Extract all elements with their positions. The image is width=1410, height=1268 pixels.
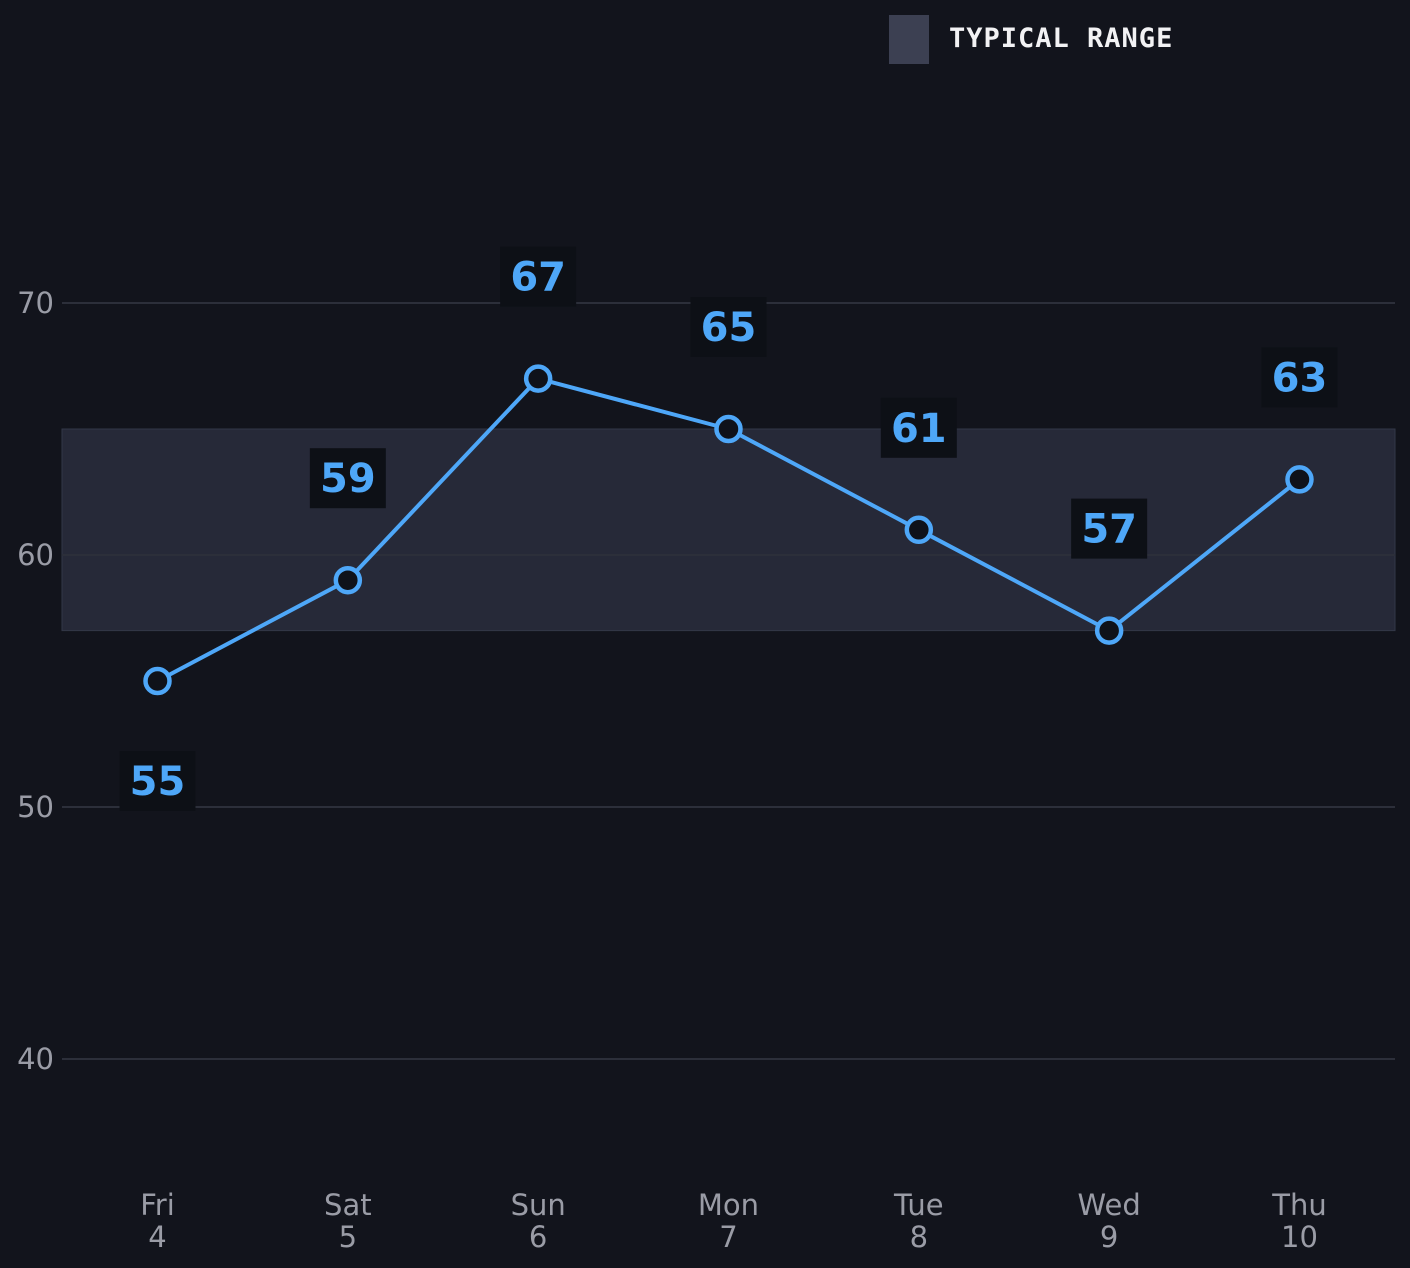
data-label-tue: 61 bbox=[891, 406, 947, 452]
data-label-sun: 67 bbox=[510, 255, 566, 301]
y-tick-label-40: 40 bbox=[17, 1042, 54, 1076]
y-tick-label-60: 60 bbox=[17, 538, 54, 572]
x-tick-label-day-wed: Wed bbox=[1078, 1188, 1141, 1222]
data-label-wed: 57 bbox=[1081, 507, 1137, 553]
data-label-box-sat bbox=[309, 448, 386, 509]
data-label-box-thu bbox=[1261, 347, 1338, 408]
x-tick-label-day-sun: Sun bbox=[511, 1188, 566, 1222]
legend-swatch bbox=[889, 15, 929, 64]
x-tick-label-day-tue: Tue bbox=[893, 1188, 944, 1222]
x-tick-label-day-sat: Sat bbox=[324, 1188, 372, 1222]
data-label-box-fri bbox=[119, 751, 196, 811]
typical-range-band bbox=[61, 428, 1396, 632]
data-point-tue bbox=[904, 515, 934, 545]
data-label-mon: 65 bbox=[701, 305, 757, 351]
data-label-box-mon bbox=[690, 297, 767, 357]
x-tick-label-day-fri: Fri bbox=[140, 1188, 175, 1222]
data-label-sat: 59 bbox=[320, 456, 376, 502]
data-point-thu bbox=[1285, 465, 1314, 494]
data-point-fri bbox=[143, 666, 172, 696]
x-tick-label-date-4: 4 bbox=[148, 1220, 166, 1254]
x-tick-label-day-mon: Mon bbox=[698, 1188, 759, 1222]
data-point-sun bbox=[523, 364, 553, 393]
x-tick-label-day-thu: Thu bbox=[1271, 1188, 1326, 1222]
y-tick-label-50: 50 bbox=[17, 790, 54, 824]
x-tick-label-date-5: 5 bbox=[339, 1220, 357, 1254]
legend: TYPICAL RANGE bbox=[889, 15, 1173, 64]
x-tick-label-date-6: 6 bbox=[529, 1220, 547, 1254]
x-tick-label-date-7: 7 bbox=[719, 1220, 737, 1254]
data-label-box-wed bbox=[1071, 498, 1148, 559]
data-label-box-tue bbox=[880, 397, 957, 458]
data-label-box-sun bbox=[500, 246, 577, 307]
data-point-mon bbox=[714, 414, 743, 444]
x-tick-label-date-9: 9 bbox=[1100, 1220, 1118, 1254]
data-label-fri: 55 bbox=[130, 759, 186, 805]
y-tick-label-70: 70 bbox=[17, 286, 54, 320]
data-point-sat bbox=[333, 565, 363, 595]
x-tick-label-date-10: 10 bbox=[1281, 1220, 1318, 1254]
x-tick-label-date-8: 8 bbox=[910, 1220, 928, 1254]
data-label-thu: 63 bbox=[1272, 355, 1328, 401]
data-point-wed bbox=[1094, 616, 1124, 645]
legend-label-typical-range: TYPICAL RANGE bbox=[949, 23, 1173, 54]
